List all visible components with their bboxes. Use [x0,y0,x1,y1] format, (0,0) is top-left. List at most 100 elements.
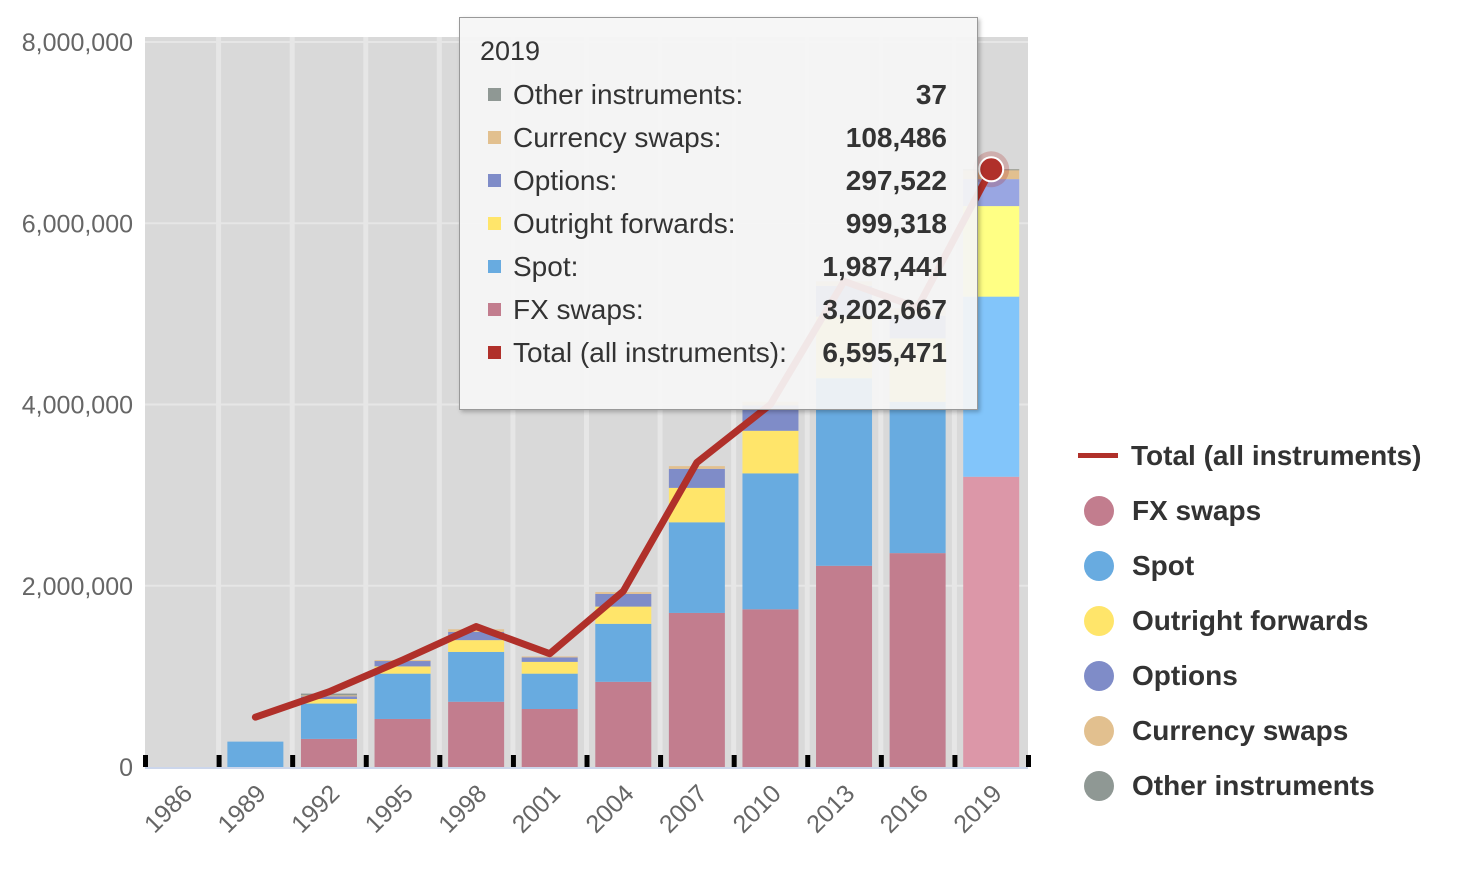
x-tick-label: 1986 [139,779,198,838]
x-axis-tick [437,755,443,767]
legend-label: Options [1132,659,1238,691]
bar-outright-forwards-1992 [300,699,357,704]
bar-outright-forwards-2001 [521,661,578,674]
bar-fx-swaps-1992 [300,738,357,767]
circle-marker-icon [1084,660,1114,691]
x-axis-tick [1026,755,1031,767]
bar-outright-forwards-2010 [742,430,799,474]
x-tick-label: 2007 [654,779,713,838]
bar-currency-swaps-1992 [300,695,357,697]
bar-fx-swaps-2007 [668,612,725,767]
bar-spot-1992 [300,703,357,739]
bar-currency-swaps-1998 [448,629,505,632]
legend-label: FX swaps [1132,494,1262,526]
tooltip-label: Options: [513,164,618,196]
series-swatch-icon [488,217,501,230]
bar-fx-swaps-2004 [595,681,652,767]
circle-marker-icon [1084,770,1114,801]
legend-item[interactable]: Options [1078,648,1421,703]
x-tick-label: 1989 [212,779,271,838]
bar-fx-swaps-1998 [448,701,505,767]
tooltip-value: 108,486 [845,121,947,153]
tooltip-row: FX swaps: 3,202,667 [480,288,947,331]
y-tick-label: 8,000,000 [22,29,133,57]
tooltip-value: 3,202,667 [822,293,947,325]
series-swatch-icon [488,174,501,187]
bar-spot-1995 [374,673,431,719]
bar-spot-2004 [595,623,652,682]
bar-fx-swaps-2001 [521,709,578,767]
x-axis-tick [878,755,884,767]
x-axis-tick [805,755,811,767]
line-marker-icon [1078,453,1118,458]
bar-fx-swaps-2010 [742,609,799,767]
series-swatch-icon [488,260,501,273]
series-swatch-icon [488,88,501,101]
x-tick-label: 2004 [580,779,639,838]
tooltip-label: Total (all instruments): [513,336,787,368]
bar-options-2001 [521,657,578,662]
x-axis-tick [731,755,737,767]
x-tick-label: 2019 [948,779,1007,838]
bar-options-1992 [300,696,357,700]
tooltip-row: Spot: 1,987,441 [480,245,947,288]
series-swatch-icon [488,346,501,359]
legend-label: Spot [1132,549,1195,581]
tooltip-row: Total (all instruments): 6,595,471 [480,331,947,374]
bar-outright-forwards-2004 [595,606,652,624]
series-swatch-icon [488,131,501,144]
legend-item[interactable]: Currency swaps [1078,703,1421,758]
tooltip-value: 999,318 [845,207,947,239]
x-tick-label: 2010 [728,779,787,838]
x-axis-tick [143,755,148,767]
legend-item[interactable]: Spot [1078,538,1421,593]
tooltip-label: Outright forwards: [513,207,736,239]
bar-fx-swaps-2019 [963,476,1020,767]
bar-spot-1998 [448,651,505,702]
tooltip-label: FX swaps: [513,293,644,325]
circle-marker-icon [1084,550,1114,581]
x-axis-tick [363,755,369,767]
x-axis-tick [658,755,664,767]
x-tick-label: 1998 [433,779,492,838]
bar-options-2007 [668,468,725,488]
x-axis-tick [290,755,296,767]
bar-spot-2010 [742,473,799,610]
legend-item[interactable]: Outright forwards [1078,593,1421,648]
tooltip-label: Spot: [513,250,579,282]
x-axis-tick [584,755,590,767]
y-tick-label: 2,000,000 [22,573,133,601]
legend: Total (all instruments) FX swaps Spot Outri… [1078,428,1421,813]
tooltip-title: 2019 [480,36,541,66]
bar-spot-2001 [521,673,578,709]
tooltip-row: Options: 297,522 [480,159,947,202]
x-tick-label: 1992 [286,779,345,838]
x-axis-tick [216,755,222,767]
legend-item[interactable]: Other instruments [1078,758,1421,813]
x-tick-label: 2001 [507,779,566,838]
tooltip-label: Currency swaps: [513,121,722,153]
tooltip-row: Currency swaps: 108,486 [480,116,947,159]
legend-item[interactable]: FX swaps [1078,483,1421,538]
bar-outright-forwards-1995 [374,666,431,674]
x-tick-label: 1995 [360,779,419,838]
legend-item[interactable]: Total (all instruments) [1078,428,1421,483]
legend-label: Outright forwards [1132,604,1369,636]
bar-spot-2016 [889,401,946,554]
x-axis-tick [952,755,958,767]
total-point-2019 [978,156,1005,183]
x-tick-label: 2013 [801,779,860,838]
legend-label: Total (all instruments) [1131,439,1422,471]
circle-marker-icon [1084,495,1114,526]
tooltip-label: Other instruments: [513,78,744,110]
circle-marker-icon [1084,715,1114,746]
tooltip-value: 37 [915,78,947,110]
tooltip-value: 297,522 [845,164,947,196]
bar-fx-swaps-2016 [889,553,946,767]
series-swatch-icon [488,303,501,316]
x-tick-label: 2016 [875,779,934,838]
legend-label: Currency swaps [1132,714,1349,746]
circle-marker-icon [1084,605,1114,636]
y-tick-label: 6,000,000 [22,210,133,238]
